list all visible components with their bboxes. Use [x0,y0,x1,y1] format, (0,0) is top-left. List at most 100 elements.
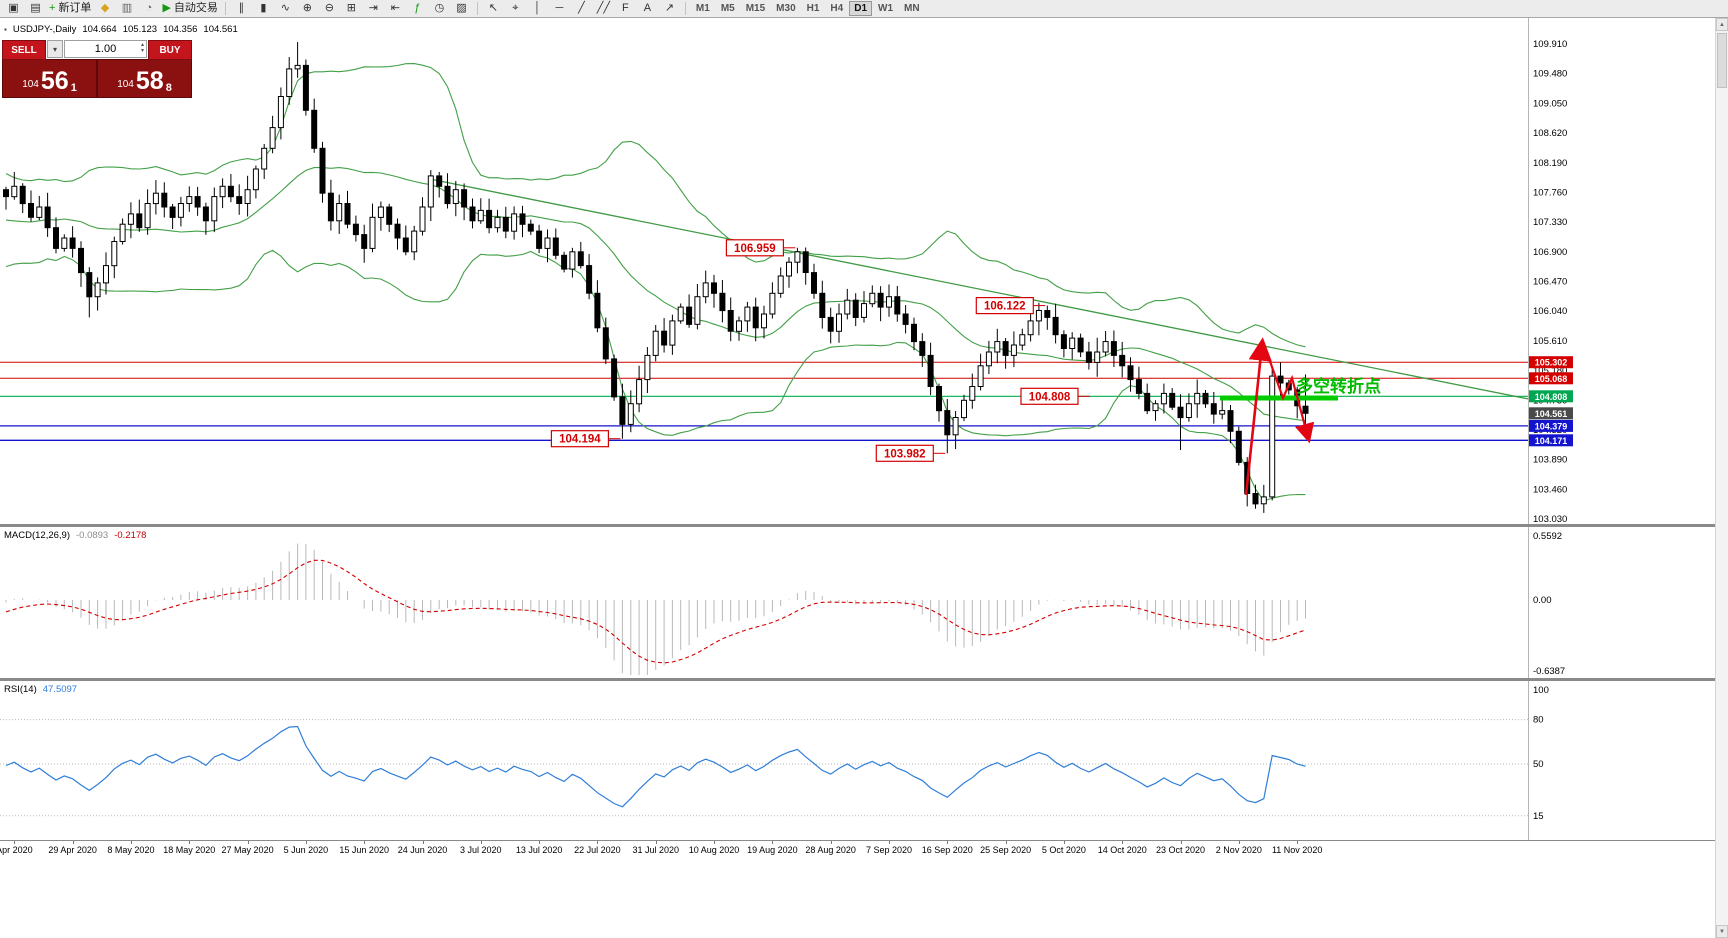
sell-price[interactable]: 104 56 1 [3,60,96,97]
candle-body [652,330,659,356]
periods-button[interactable]: ◷ [429,1,450,16]
price-tag-text: 105.302 [1535,358,1568,368]
timeframe-d1-button[interactable]: D1 [849,1,873,16]
timeframe-m30-button[interactable]: M30 [776,3,796,14]
price-callout-box [550,430,610,448]
candle-body [569,251,576,270]
candle-body [411,230,418,253]
volume-spinner[interactable]: ▴ ▾ [141,42,144,54]
vertical-scrollbar[interactable]: ▲ ▼ [1715,18,1728,938]
time-axis-label: 11 Nov 2020 [1271,845,1323,855]
indicators-button[interactable]: ƒ [407,1,428,16]
candlestick-button[interactable]: ▮ [253,1,274,16]
chart-shift-icon: ⇤ [390,2,401,14]
macd-label: MACD(12,26,9) [4,530,70,541]
price-callout-text: 104.808 [1029,391,1071,403]
spinner-up-icon[interactable]: ▴ [140,42,144,48]
candle-body [636,379,643,405]
candle-body [761,313,767,329]
bar-chart-icon: ∥ [238,2,245,14]
metaeditor-button[interactable]: ◆ [94,1,115,16]
timeframe-h1-button[interactable]: H1 [806,3,820,14]
rsi-panel-chart[interactable]: 100 80 50 15 [0,681,1728,840]
time-axis[interactable]: Apr 2020 29 Apr 2020 8 May 2020 18 May 2020… [0,840,1728,858]
new-order-button[interactable]: + 新订单 [47,1,93,16]
timeframe-m5-button[interactable]: M5 [720,3,735,14]
time-axis-tick [1005,841,1007,844]
candle-body [186,196,193,205]
candle-body [586,265,593,294]
zoom-out-icon: ⊖ [324,2,335,14]
channel-button[interactable]: ╱╱ [593,1,614,16]
candle-body [11,185,18,198]
candle-body [619,396,626,425]
chart-shift-button[interactable]: ⇤ [385,1,406,16]
tester-icon: ◔ [145,2,153,14]
tester-button[interactable]: ◔ [138,1,159,16]
candle-body [277,96,284,129]
timeframe-m15-button[interactable]: M15 [745,3,766,14]
zoom-in-button[interactable]: ⊕ [297,1,318,16]
price-tag-text: 104.561 [1535,409,1568,419]
time-axis-label: 7 Sep 2020 [865,845,912,855]
buy-button[interactable]: BUY [148,40,192,60]
vertical-line-button[interactable]: │ [527,1,548,16]
line-chart-button[interactable]: ∿ [275,1,296,16]
trade-controls-row: SELL ▾ 1.00 ▴ ▾ BUY [2,40,192,60]
price-callout-text: 104.194 [559,434,601,446]
empty-area [0,857,1728,938]
volume-input[interactable]: 1.00 ▴ ▾ [64,40,147,58]
templates-button[interactable]: ▨ [451,1,472,16]
indicators-icon: ƒ [414,2,421,14]
panel-separator[interactable] [0,678,1728,681]
price-chart[interactable]: 多空转折点 106.959 106.122 104.808 104.194 103.982… [0,18,1728,524]
new-chart-button[interactable]: ▣ [3,1,24,16]
profiles-button[interactable]: ▤ [25,1,46,16]
vertical-line-icon: │ [533,2,541,14]
descending-trendline [430,178,1529,400]
macd-panel-chart[interactable]: 0.5592 0.00 -0.6387 [0,527,1728,678]
text-button[interactable]: A [637,1,658,16]
scrollbar-thumb[interactable] [1717,33,1727,88]
candle-body [1019,334,1026,346]
scroll-up-button[interactable]: ▲ [1716,18,1728,31]
candle-body [819,292,826,318]
sell-button[interactable]: SELL [2,40,46,60]
candle-body [627,403,634,425]
timeframe-m1-button[interactable]: M1 [695,3,710,14]
trendline-button[interactable]: ╱ [571,1,592,16]
price-axis-label: 108.620 [1533,128,1567,139]
timeframe-mn-button[interactable]: MN [904,3,920,14]
panel-separator[interactable] [0,524,1728,527]
fibonacci-button[interactable]: F [615,1,636,16]
candle-body [1052,316,1059,336]
rsi-axis-label: 80 [1533,715,1544,726]
chart-area[interactable]: 多空转折点 106.959 106.122 104.808 104.194 103.982… [0,18,1728,524]
candle-body [94,282,101,298]
candle-body [161,192,168,208]
auto-scroll-button[interactable]: ⇥ [363,1,384,16]
zoom-out-button[interactable]: ⊖ [319,1,340,16]
autotrading-button[interactable]: ▶ 自动交易 [160,1,219,16]
candle-body [269,127,276,149]
candle-body [802,251,809,274]
scroll-down-button[interactable]: ▼ [1716,925,1728,938]
buy-price[interactable]: 104 58 8 [98,60,191,97]
candle-body [469,206,476,222]
horizontal-line-button[interactable]: ─ [549,1,570,16]
new-order-button-label: 新订单 [58,2,92,14]
timeframe-h4-button[interactable]: H4 [830,3,844,14]
crosshair-button[interactable]: ⌖ [505,1,526,16]
cursor-button[interactable]: ↖ [483,1,504,16]
arrows-button[interactable]: ↗ [659,1,680,16]
spinner-down-icon[interactable]: ▾ [140,48,144,54]
candle-body [744,306,751,322]
candle-body [861,303,867,318]
bar-chart-button[interactable]: ∥ [231,1,252,16]
volume-dropdown-button[interactable]: ▾ [47,40,63,58]
candle-body [436,175,443,187]
candle-body [1177,406,1184,419]
terminal-button[interactable]: ▥ [116,1,137,16]
timeframe-w1-button[interactable]: W1 [878,3,894,14]
tile-windows-button[interactable]: ⊞ [341,1,362,16]
